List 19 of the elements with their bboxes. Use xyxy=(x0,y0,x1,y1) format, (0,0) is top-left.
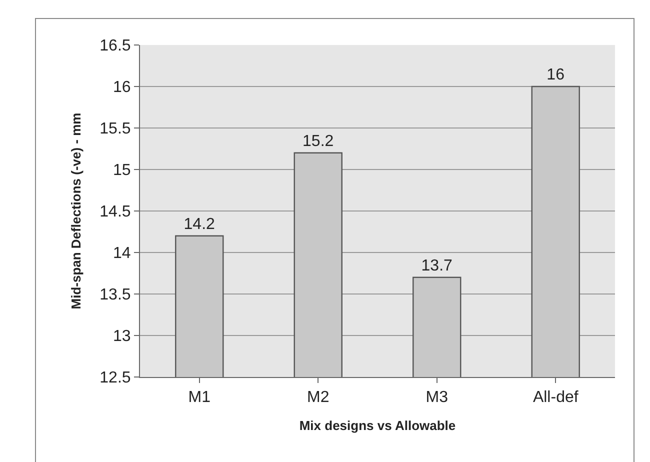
data-label: 14.2 xyxy=(184,216,215,233)
y-tick-label: 16 xyxy=(113,79,131,96)
y-tick-label: 14 xyxy=(113,245,131,262)
x-tick-label: All-def xyxy=(532,389,579,406)
x-tick-label: M1 xyxy=(188,389,211,406)
x-tick-label: M2 xyxy=(307,389,330,406)
y-axis-title: Mid-span Deflections (-ve) - mm xyxy=(68,112,84,310)
data-label: 16 xyxy=(546,66,565,84)
y-tick-label: 15 xyxy=(113,162,131,180)
y-tick-label: 16.5 xyxy=(100,38,131,55)
y-tick-label: 13.5 xyxy=(100,286,131,304)
data-label: 15.2 xyxy=(302,132,334,150)
x-tick-label: M3 xyxy=(426,389,448,406)
y-tick-label: 14.5 xyxy=(100,204,131,221)
x-axis-title: Mix designs vs Allowable xyxy=(299,418,456,433)
y-tick-label: 15.5 xyxy=(100,120,131,138)
y-tick-label: 13 xyxy=(113,328,131,346)
data-label: 13.7 xyxy=(421,257,452,274)
y-tick-label: 12.5 xyxy=(100,370,131,387)
